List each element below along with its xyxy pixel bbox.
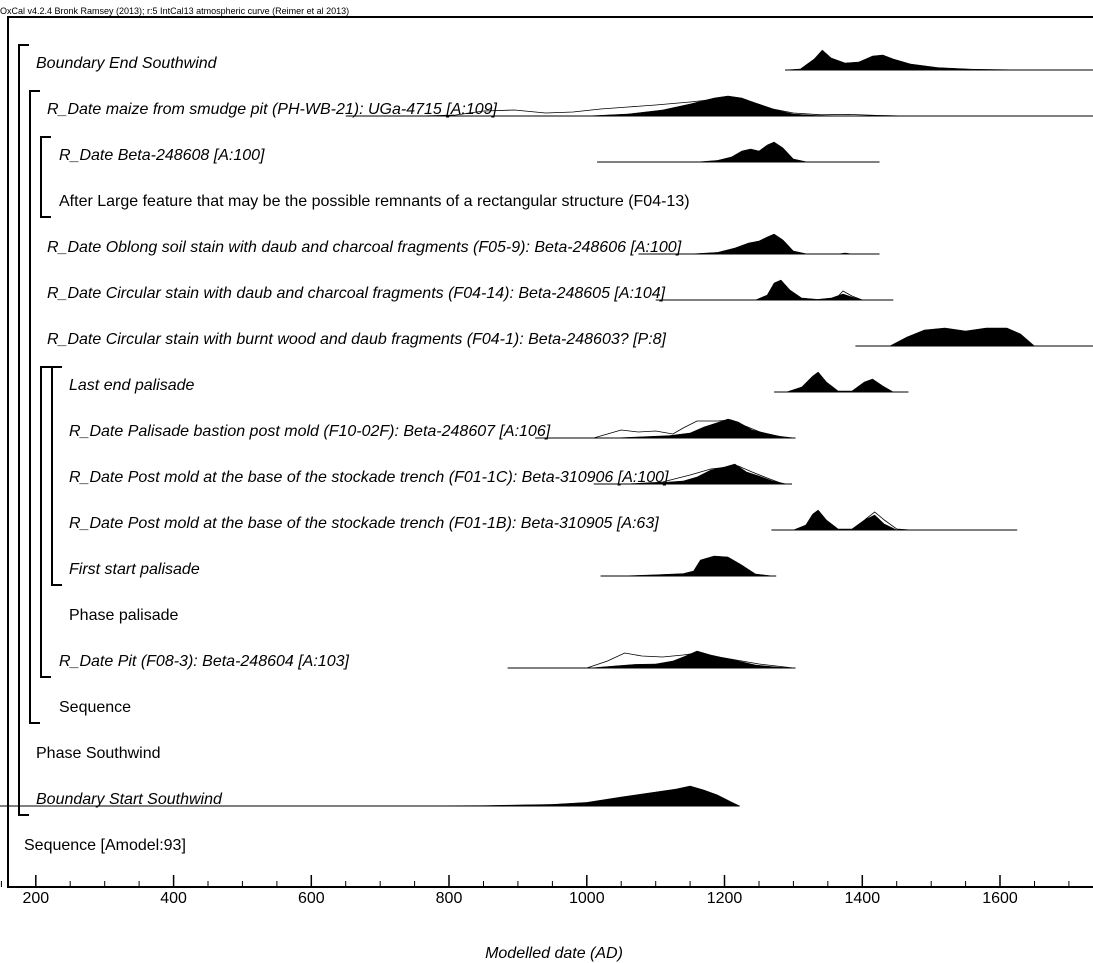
- posterior-distribution: [621, 555, 773, 577]
- row-4: R_Date Oblong soil stain with daub and c…: [47, 233, 880, 256]
- chart-header: OxCal v4.2.4 Bronk Ramsey (2013); r:5 In…: [0, 6, 349, 16]
- row-label: R_Date maize from smudge pit (PH-WB-21):…: [47, 101, 498, 118]
- x-axis-title: Modelled date (AD): [485, 945, 623, 962]
- posterior-distribution: [628, 463, 787, 485]
- structure-bracket: [29, 90, 40, 724]
- row-label: R_Date Post mold at the base of the stoc…: [69, 515, 659, 532]
- row-label: R_Date Circular stain with burnt wood an…: [47, 331, 667, 348]
- structure-bracket: [40, 366, 51, 678]
- row-5: R_Date Circular stain with daub and char…: [47, 279, 894, 302]
- prior-distribution: [855, 511, 911, 531]
- row-label: Last end palisade: [69, 377, 195, 394]
- row-label: Phase palisade: [69, 607, 179, 624]
- row-9: R_Date Post mold at the base of the stoc…: [69, 463, 792, 486]
- row-13: R_Date Pit (F08-3): Beta-248604 [A:103]: [59, 650, 796, 670]
- row-3: After Large feature that may be the poss…: [59, 193, 690, 210]
- row-16: Boundary Start Southwind: [0, 785, 740, 808]
- row-label: R_Date Post mold at the base of the stoc…: [69, 469, 669, 486]
- row-label: Boundary Start Southwind: [36, 791, 223, 808]
- row-0: Boundary End Southwind: [36, 49, 1093, 72]
- x-axis: 200 400 600 800 1000 1200 1400 1600: [0, 875, 1070, 907]
- tick-label: 600: [298, 890, 325, 907]
- tick-label: 1200: [707, 890, 743, 907]
- posterior-distribution: [785, 49, 1056, 71]
- posterior-distribution: [786, 371, 895, 393]
- posterior-distribution: [590, 650, 794, 669]
- row-1: R_Date maize from smudge pit (PH-WB-21):…: [47, 95, 1093, 118]
- prior-distribution: [421, 97, 904, 117]
- tick-label: 400: [160, 890, 187, 907]
- structure-bracket: [40, 136, 51, 218]
- row-8: R_Date Palisade bastion post mold (F10-0…: [69, 418, 796, 440]
- row-label: R_Date Oblong soil stain with daub and c…: [47, 239, 682, 256]
- row-label: R_Date Beta-248608 [A:100]: [59, 147, 265, 164]
- brackets-layer: [18, 44, 62, 816]
- prior-distribution: [593, 419, 794, 439]
- tick-label: 200: [22, 890, 49, 907]
- prior-distribution: [586, 652, 794, 669]
- prior-distribution: [628, 465, 784, 485]
- tick-label: 1400: [845, 890, 881, 907]
- posterior-distribution: [696, 141, 808, 163]
- row-14: Sequence: [59, 699, 131, 716]
- prior-distribution: [834, 290, 863, 301]
- row-2: R_Date Beta-248608 [A:100]: [59, 141, 880, 164]
- tick-label: 800: [436, 890, 463, 907]
- posterior-distribution: [793, 509, 897, 531]
- row-label: R_Date Circular stain with daub and char…: [47, 285, 666, 302]
- row-label: Phase Southwind: [36, 745, 161, 762]
- tick-label: 1000: [569, 890, 605, 907]
- row-7: Last end palisade: [69, 371, 909, 394]
- row-label: Sequence: [59, 699, 131, 716]
- row-label: R_Date Pit (F08-3): Beta-248604 [A:103]: [59, 653, 349, 670]
- posterior-distribution: [380, 785, 740, 807]
- posterior-distribution: [586, 95, 835, 117]
- posterior-distribution: [755, 279, 863, 301]
- row-label: R_Date Palisade bastion post mold (F10-0…: [69, 423, 551, 440]
- plot-frame: [7, 16, 1093, 888]
- row-label: Sequence [Amodel:93]: [24, 837, 186, 854]
- row-6: R_Date Circular stain with burnt wood an…: [47, 327, 1093, 348]
- posterior-distribution: [690, 233, 852, 255]
- structure-bracket: [51, 366, 62, 586]
- posterior-distribution: [889, 327, 1036, 347]
- row-11: First start palisade: [69, 555, 777, 578]
- row-10: R_Date Post mold at the base of the stoc…: [69, 509, 1018, 532]
- row-15: Phase Southwind: [36, 745, 161, 762]
- posterior-distribution: [614, 418, 787, 439]
- structure-bracket: [18, 44, 29, 816]
- row-label: First start palisade: [69, 561, 200, 578]
- row-17: Sequence [Amodel:93]: [24, 837, 186, 854]
- tick-label: 1600: [982, 890, 1018, 907]
- row-label: Boundary End Southwind: [36, 55, 218, 72]
- row-12: Phase palisade: [69, 607, 179, 624]
- rows-layer: Boundary End Southwind R_Date maize from …: [0, 49, 1093, 854]
- row-label: After Large feature that may be the poss…: [59, 193, 690, 210]
